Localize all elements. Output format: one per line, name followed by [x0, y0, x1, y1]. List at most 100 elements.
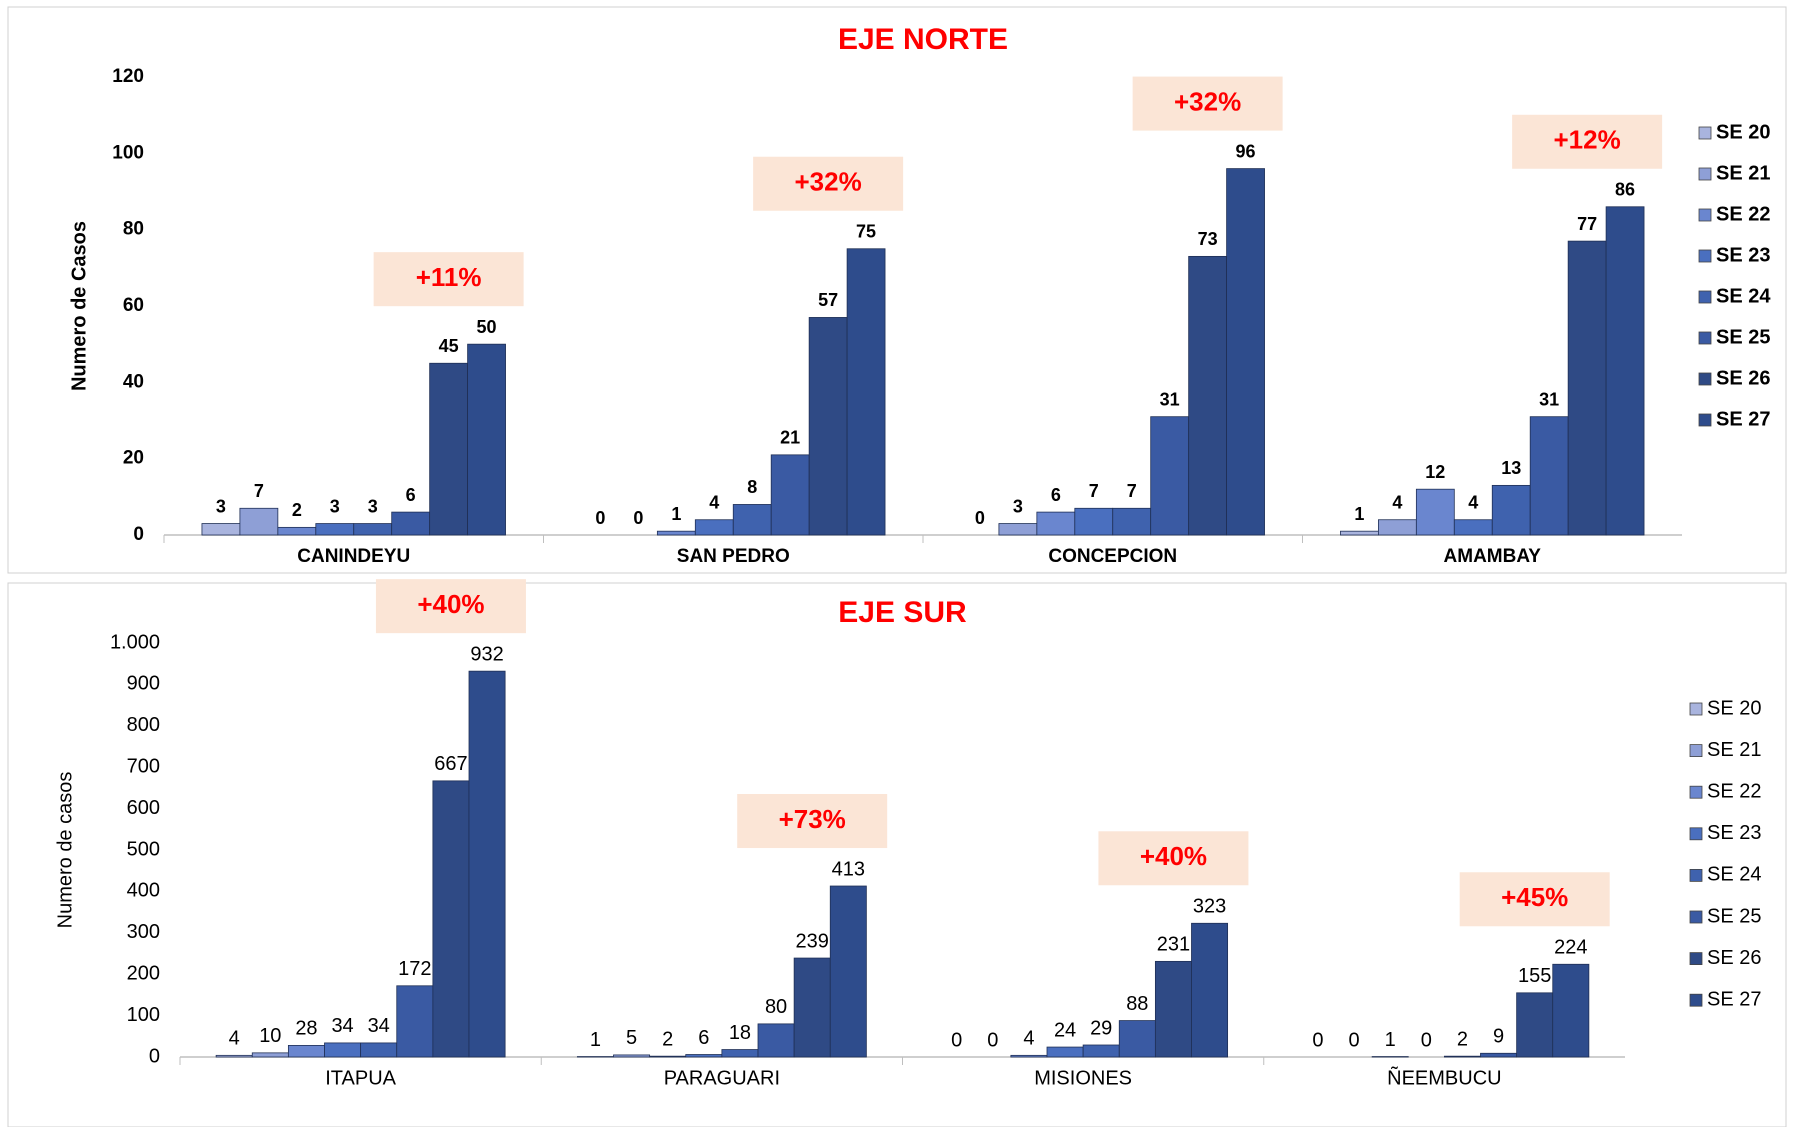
- bar: [1415, 488, 1455, 536]
- annotation: +32%: [795, 167, 862, 197]
- data-label: 4: [1023, 1028, 1034, 1050]
- bar: [1529, 416, 1569, 536]
- data-label: 21: [780, 428, 800, 448]
- legend-label: SE 27: [1707, 988, 1761, 1010]
- x-tick-label: ÑEEMBUCU: [1387, 1065, 1501, 1089]
- panel-south: [7, 582, 1787, 1127]
- bar: [829, 885, 867, 1058]
- annotation-box: [753, 156, 904, 211]
- data-label: 34: [331, 1015, 353, 1037]
- chart-title: EJE NORTE: [838, 23, 1008, 56]
- annotation-box: [373, 252, 524, 307]
- y-tick-label: 0: [133, 524, 144, 545]
- annotation: +73%: [779, 804, 846, 834]
- y-tick-label: 120: [112, 66, 144, 87]
- legend-label: SE 23: [1716, 244, 1770, 266]
- legend-label: SE 24: [1716, 285, 1771, 307]
- data-label: 6: [1051, 485, 1061, 505]
- bar: [1378, 519, 1417, 536]
- annotation-box: [1459, 872, 1610, 927]
- bar: [201, 523, 241, 536]
- data-label: 6: [406, 485, 416, 505]
- bar: [432, 780, 470, 1058]
- data-label: 73: [1198, 229, 1218, 249]
- x-tick-label: CANINDEYU: [297, 546, 410, 567]
- data-label: 155: [1518, 965, 1551, 987]
- bar: [287, 1045, 325, 1058]
- data-label: 7: [254, 481, 264, 501]
- bar: [613, 1054, 651, 1058]
- y-axis-label: Numero de casos: [54, 772, 76, 929]
- legend-swatch: [1698, 372, 1712, 386]
- bar: [721, 1049, 759, 1058]
- bar: [1226, 168, 1265, 536]
- bar: [1154, 960, 1192, 1058]
- data-label: 0: [975, 508, 985, 528]
- legend-swatch: [1689, 827, 1703, 841]
- data-label: 12: [1425, 462, 1445, 482]
- data-label: 31: [1160, 389, 1180, 409]
- bar: [324, 1042, 362, 1058]
- data-label: 4: [229, 1028, 240, 1050]
- data-label: 932: [470, 643, 503, 665]
- bar: [685, 1054, 723, 1058]
- legend-label: SE 24: [1707, 864, 1761, 886]
- annotation-box: [737, 794, 888, 849]
- data-label: 239: [796, 930, 829, 952]
- data-label: 667: [434, 753, 467, 775]
- y-tick-label: 100: [127, 1004, 160, 1026]
- data-label: 1: [590, 1029, 601, 1051]
- data-label: 413: [832, 858, 865, 880]
- data-label: 2: [1457, 1028, 1468, 1050]
- panel-north: [7, 6, 1787, 574]
- legend-label: SE 22: [1716, 203, 1770, 225]
- data-label: 5: [626, 1027, 637, 1049]
- data-label: 231: [1157, 934, 1190, 956]
- data-label: 3: [216, 496, 226, 516]
- annotation: +11%: [416, 262, 482, 292]
- bar: [215, 1054, 253, 1058]
- legend-label: SE 26: [1707, 947, 1761, 969]
- data-label: 1: [671, 504, 681, 524]
- bar: [353, 523, 393, 536]
- legend-swatch: [1689, 785, 1703, 799]
- legend-label: SE 20: [1707, 697, 1761, 719]
- data-label: 2: [662, 1028, 673, 1050]
- bar: [429, 362, 468, 536]
- data-label: 9: [1493, 1026, 1504, 1048]
- y-tick-label: 200: [127, 962, 160, 984]
- annotation: +45%: [1501, 882, 1568, 912]
- data-label: 4: [1392, 492, 1402, 512]
- y-tick-label: 900: [127, 673, 160, 695]
- data-label: 224: [1554, 937, 1587, 959]
- data-label: 6: [698, 1027, 709, 1049]
- chart-title: EJE SUR: [838, 596, 967, 629]
- annotation: +40%: [417, 589, 484, 619]
- data-label: 7: [1127, 481, 1137, 501]
- x-tick-label: SAN PEDRO: [677, 546, 790, 567]
- legend-label: SE 25: [1707, 905, 1761, 927]
- data-label: 0: [951, 1029, 962, 1051]
- bar: [998, 523, 1038, 536]
- data-label: 0: [987, 1029, 998, 1051]
- bar: [1516, 992, 1554, 1058]
- legend-swatch: [1698, 167, 1712, 181]
- data-label: 3: [330, 496, 340, 516]
- bar: [315, 523, 355, 536]
- data-label: 0: [1421, 1029, 1432, 1051]
- data-label: 1: [1385, 1029, 1396, 1051]
- data-label: 2: [292, 500, 302, 520]
- legend-label: SE 22: [1707, 780, 1761, 802]
- data-label: 4: [709, 492, 719, 512]
- data-label: 45: [439, 336, 459, 356]
- bar: [277, 526, 317, 536]
- annotation-box: [375, 579, 526, 634]
- data-label: 7: [1089, 481, 1099, 501]
- y-tick-label: 800: [127, 714, 160, 736]
- y-tick-label: 300: [127, 921, 160, 943]
- bar: [1443, 1055, 1481, 1058]
- x-tick-label: MISIONES: [1034, 1067, 1132, 1089]
- bar: [732, 504, 772, 536]
- y-tick-label: 700: [127, 755, 160, 777]
